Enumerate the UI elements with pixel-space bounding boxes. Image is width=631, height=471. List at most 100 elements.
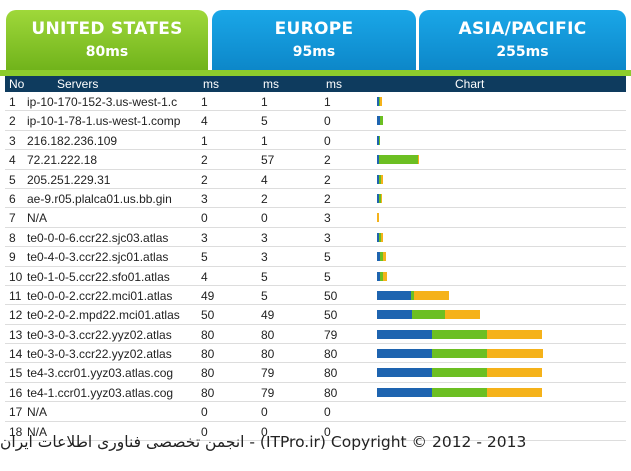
latency-2: 4 xyxy=(261,172,268,187)
tab-latency: 80ms xyxy=(85,44,129,60)
chart-bar-series-3 xyxy=(486,387,542,397)
latency-1: 80 xyxy=(201,385,215,400)
chart-bar-series-1 xyxy=(377,290,411,300)
row-number: 11 xyxy=(9,288,22,303)
chart-bar-series-1 xyxy=(377,310,412,320)
server-name: te0-3-0-3.ccr22.yyz02.atlas xyxy=(27,347,172,362)
server-name: te0-1-0-5.ccr22.sfo01.atlas xyxy=(27,269,170,284)
server-name: ae-9.r05.plalca01.us.bb.gin xyxy=(27,191,172,206)
chart-bar-series-2 xyxy=(379,232,382,242)
row-number: 7 xyxy=(9,211,16,226)
latency-3: 3 xyxy=(324,230,331,245)
server-name: 72.21.222.18 xyxy=(27,153,98,168)
chart-bar-series-3 xyxy=(383,271,387,281)
latency-2: 79 xyxy=(261,366,275,381)
row-number: 12 xyxy=(9,308,23,323)
table-row: 18 N/A 0 0 0 xyxy=(5,421,626,442)
table-row: 3 216.182.236.109 1 1 0 xyxy=(5,130,626,151)
chart-bar-series-2 xyxy=(378,135,380,145)
latency-2: 5 xyxy=(261,269,268,284)
row-number: 3 xyxy=(9,133,16,148)
header-ms-3: ms xyxy=(326,77,342,91)
latency-3: 5 xyxy=(324,250,331,265)
active-tab-underline xyxy=(0,70,631,76)
latency-1: 0 xyxy=(201,424,208,439)
latency-3: 0 xyxy=(324,114,331,129)
latency-3: 80 xyxy=(324,366,338,381)
table-row: 11 te0-0-0-2.ccr22.mci01.atlas 49 5 50 xyxy=(5,285,626,306)
chart-bar-series-2 xyxy=(378,155,418,165)
latency-1: 80 xyxy=(201,327,215,342)
chart-bar-series-1 xyxy=(377,97,379,106)
table-row: 16 te4-1.ccr01.yyz03.atlas.cog 80 79 80 xyxy=(5,382,626,403)
table-row: 5 205.251.229.31 2 4 2 xyxy=(5,169,626,189)
chart-bar-series-1 xyxy=(377,232,380,242)
tab-asia-pacific[interactable]: ASIA/PACIFIC 255ms xyxy=(419,10,626,72)
table-row: 7 N/A 0 0 3 xyxy=(5,208,626,228)
latency-1: 5 xyxy=(201,250,208,265)
latency-2: 2 xyxy=(261,191,268,206)
row-number: 16 xyxy=(9,385,23,400)
chart-bar-series-1 xyxy=(377,193,380,203)
chart-bar-series-3 xyxy=(380,97,382,106)
row-number: 13 xyxy=(9,327,23,342)
server-name: N/A xyxy=(27,405,48,420)
latency-1: 0 xyxy=(201,211,208,226)
chart-bar-series-2 xyxy=(432,368,487,378)
latency-3: 1 xyxy=(324,95,331,109)
chart-bar-series-2 xyxy=(379,193,381,203)
table-header: No Servers ms ms ms Chart xyxy=(5,76,626,92)
latency-1: 3 xyxy=(201,230,208,245)
chart-bar-series-1 xyxy=(377,368,433,378)
row-number: 6 xyxy=(9,191,16,206)
table-row: 15 te4-3.ccr01.yyz03.atlas.cog 80 79 80 xyxy=(5,363,626,383)
server-name: te0-0-0-2.ccr22.mci01.atlas xyxy=(27,288,173,303)
row-number: 15 xyxy=(9,366,23,381)
chart-bar-series-1 xyxy=(377,174,379,184)
table-row: 4 72.21.222.18 2 57 2 xyxy=(5,150,626,170)
latency-2: 80 xyxy=(261,327,275,342)
chart-bar-series-2 xyxy=(379,271,384,281)
header-ms-1: ms xyxy=(203,77,219,91)
latency-2: 1 xyxy=(261,95,268,109)
chart-bar-series-1 xyxy=(377,155,379,165)
chart-bar-series-2 xyxy=(411,310,446,320)
chart-bar-series-2 xyxy=(432,329,488,339)
table-row: 9 te0-4-0-3.ccr22.sjc01.atlas 5 3 5 xyxy=(5,247,626,267)
latency-1: 1 xyxy=(201,95,208,109)
chart-bar-series-3 xyxy=(445,310,480,320)
latency-1: 80 xyxy=(201,347,215,362)
latency-1: 1 xyxy=(201,133,208,148)
latency-3: 80 xyxy=(324,385,338,400)
latency-2: 49 xyxy=(261,308,275,323)
latency-2: 3 xyxy=(261,230,268,245)
tab-united-states[interactable]: UNITED STATES 80ms xyxy=(6,10,208,72)
tab-label: UNITED STATES xyxy=(31,19,183,39)
chart-bar-series-1 xyxy=(377,271,380,281)
latency-2: 0 xyxy=(261,211,268,226)
table-row: 12 te0-2-0-2.mpd22.mci01.atlas 50 49 50 xyxy=(5,305,626,325)
latency-3: 2 xyxy=(324,153,331,168)
latency-2: 3 xyxy=(261,250,268,265)
latency-3: 0 xyxy=(324,405,331,420)
chart-bar-series-1 xyxy=(377,116,380,126)
tab-europe[interactable]: EUROPE 95ms xyxy=(212,10,416,72)
chart-bar-series-3 xyxy=(377,213,380,223)
watermark-text: انجمن تخصصی فناوری اطلاعات ایران - (ITPr… xyxy=(0,433,527,451)
latency-1: 50 xyxy=(201,308,215,323)
chart-bar-series-2 xyxy=(380,252,383,262)
server-name: ip-10-1-78-1.us-west-1.comp xyxy=(27,114,181,129)
latency-2: 79 xyxy=(261,385,275,400)
server-name: N/A xyxy=(27,211,48,226)
chart-bar-series-3 xyxy=(382,252,386,262)
table-row: 6 ae-9.r05.plalca01.us.bb.gin 3 2 2 xyxy=(5,188,626,209)
chart-bar-series-2 xyxy=(378,174,382,184)
row-number: 5 xyxy=(9,172,16,187)
chart-bar-series-1 xyxy=(377,135,379,145)
row-number: 18 xyxy=(9,424,23,439)
latency-1: 0 xyxy=(201,405,208,420)
latency-1: 4 xyxy=(201,269,208,284)
row-number: 1 xyxy=(9,95,16,109)
chart-bar-series-1 xyxy=(377,252,381,262)
server-name: te0-4-0-3.ccr22.sjc01.atlas xyxy=(27,250,169,265)
